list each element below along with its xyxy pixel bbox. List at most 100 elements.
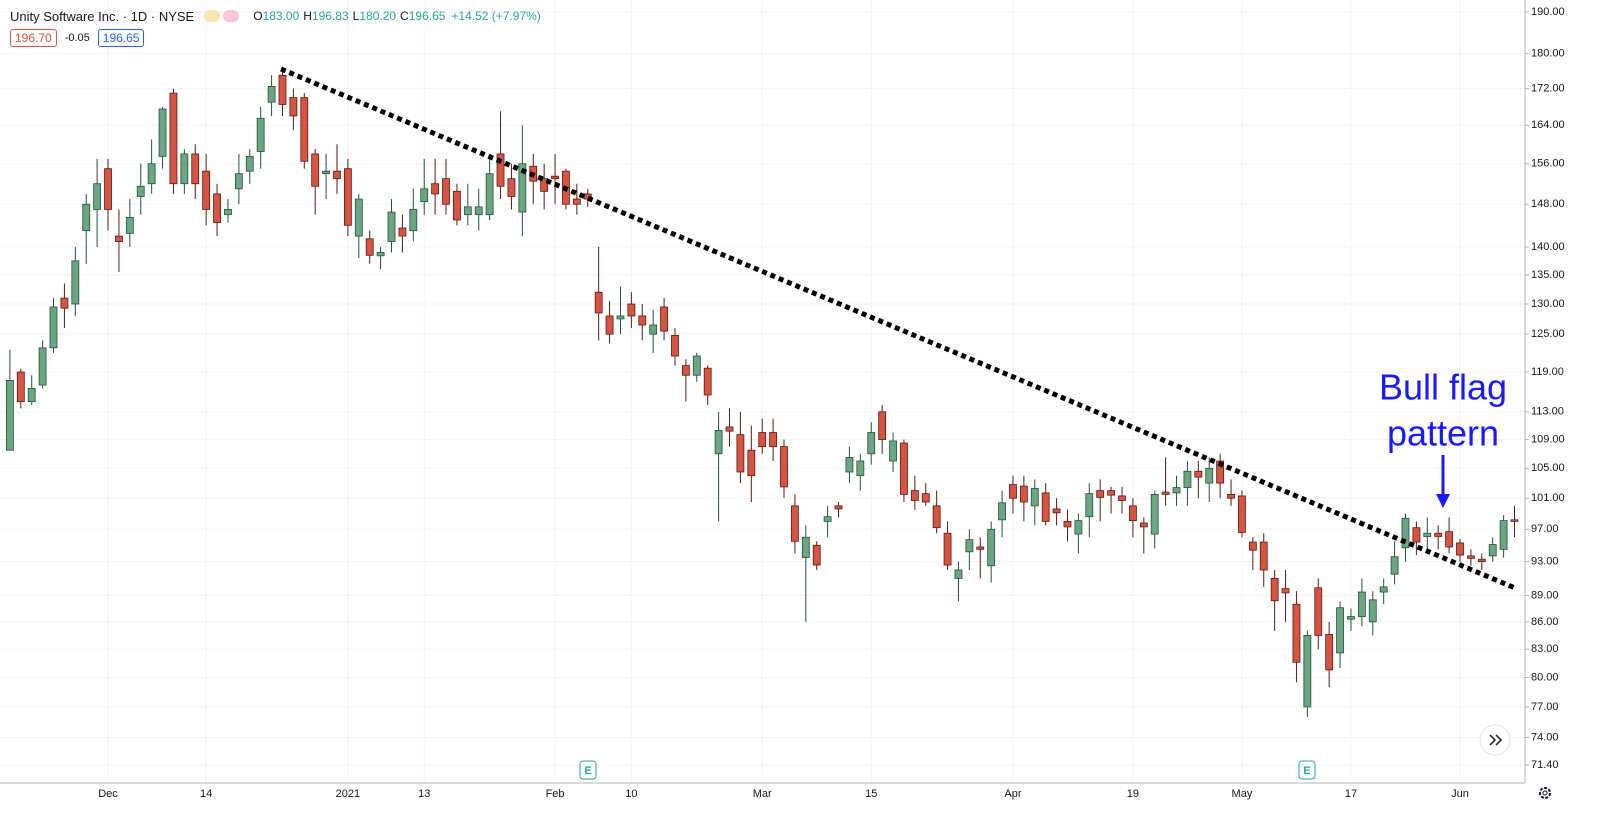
- candle-body: [725, 426, 734, 432]
- candle-body: [1390, 556, 1399, 575]
- symbol-row: Unity Software Inc. · 1D · NYSE O183.00 H…: [10, 6, 541, 26]
- scroll-button[interactable]: [1479, 724, 1511, 756]
- candle-body: [769, 432, 778, 448]
- candle-body: [551, 175, 559, 180]
- candle-body: [1227, 493, 1235, 499]
- y-tick-label: 83.00: [1531, 643, 1559, 655]
- x-tick-label: Mar: [753, 788, 772, 800]
- candle-body: [801, 536, 810, 558]
- candle-body: [191, 153, 200, 185]
- candle-body: [812, 544, 821, 566]
- candle-body: [147, 163, 156, 185]
- candle-body: [540, 178, 549, 192]
- x-tick-label: May: [1232, 788, 1253, 800]
- ohlc: O183.00 H196.83 L180.20 C196.65: [249, 9, 445, 23]
- candle-body: [453, 190, 461, 221]
- x-tick-label: 14: [200, 788, 212, 800]
- candle-body: [943, 532, 952, 566]
- candle-body: [616, 315, 625, 320]
- candle-body: [1357, 591, 1366, 617]
- x-tick-label: 17: [1345, 788, 1357, 800]
- candle-body: [1456, 542, 1464, 556]
- candle-body: [638, 315, 647, 326]
- candle-body: [474, 206, 483, 216]
- y-tick-label: 86.00: [1531, 616, 1559, 628]
- candle-body: [987, 528, 996, 567]
- y-tick-label: 156.00: [1531, 158, 1565, 170]
- candle-body: [878, 411, 887, 440]
- candle-body: [507, 178, 516, 197]
- candle-body: [1238, 495, 1246, 533]
- y-tick-label: 105.00: [1531, 462, 1565, 474]
- candle-body: [431, 183, 440, 195]
- ohlc-key: C: [400, 9, 409, 23]
- candle-body: [965, 539, 974, 553]
- spread: -0.05: [64, 32, 90, 44]
- settings-button[interactable]: [1539, 787, 1551, 799]
- candle-body: [1292, 603, 1301, 663]
- y-tick-label: 190.00: [1531, 6, 1565, 18]
- candles: [6, 66, 1519, 717]
- trend-line: [280, 66, 1516, 591]
- candle-body: [256, 117, 265, 152]
- candle-body: [1401, 517, 1410, 549]
- candle-body: [649, 324, 658, 335]
- y-tick-label: 80.00: [1531, 671, 1559, 683]
- candle-body: [791, 505, 799, 542]
- candle-body: [1107, 490, 1116, 496]
- candle-body: [921, 493, 930, 503]
- candle-body: [856, 460, 865, 477]
- candle-body: [93, 183, 102, 210]
- candle-body: [1325, 634, 1334, 671]
- change: +14.52 (+7.97%): [451, 9, 541, 23]
- candle-body: [463, 206, 472, 216]
- candle-body: [889, 440, 897, 462]
- symbol: Unity Software Inc. · 1D · NYSE: [10, 8, 195, 24]
- candle-body: [1129, 505, 1137, 522]
- price-row: 196.70 -0.05 196.65: [10, 28, 541, 48]
- candle-body: [1347, 616, 1355, 620]
- candle-body: [60, 297, 69, 309]
- market-icon: [204, 10, 221, 22]
- y-tick-label: 109.00: [1531, 433, 1565, 445]
- ohlc-key: O: [253, 9, 263, 23]
- candle-body: [311, 153, 320, 187]
- grid: [0, 0, 1525, 783]
- candle-body: [289, 97, 298, 117]
- candle-body: [823, 516, 832, 522]
- candle-body: [1314, 587, 1323, 636]
- y-tick-label: 74.00: [1531, 731, 1559, 743]
- ohlc-key: H: [303, 9, 312, 23]
- arrow-head: [1436, 494, 1450, 508]
- candle-body: [1118, 495, 1126, 501]
- candle-body: [703, 367, 712, 396]
- candle-body: [376, 252, 385, 257]
- y-tick-label: 172.00: [1531, 83, 1565, 95]
- candle-body: [681, 365, 690, 376]
- candle-body: [125, 216, 134, 234]
- candle-body: [1172, 487, 1181, 494]
- legend-header: Unity Software Inc. · 1D · NYSE O183.00 H…: [10, 6, 541, 48]
- x-tick-label: Jun: [1451, 788, 1469, 800]
- candle-body: [496, 153, 505, 187]
- ohlc-value: 180.20: [359, 9, 397, 23]
- x-tick-label: 13: [418, 788, 430, 800]
- candle-body: [1150, 493, 1159, 535]
- candle-body: [1030, 487, 1039, 507]
- candle-body: [714, 430, 723, 455]
- candle-body: [976, 546, 985, 550]
- candle-body: [1477, 558, 1486, 563]
- candle-body: [1434, 532, 1443, 537]
- candle-body: [1052, 508, 1061, 514]
- candle-body: [954, 569, 963, 579]
- y-tick-label: 113.00: [1531, 406, 1564, 418]
- scroll-button-icon: [1489, 734, 1503, 746]
- y-tick-label: 97.00: [1531, 523, 1559, 535]
- candle-body: [333, 170, 341, 180]
- candle-body: [38, 347, 47, 386]
- earnings-marker: E: [1298, 760, 1316, 780]
- settings-gear[interactable]: [1539, 787, 1551, 799]
- y-tick-label: 93.00: [1531, 556, 1559, 568]
- candle-body: [1368, 599, 1377, 623]
- candle-body: [387, 211, 396, 242]
